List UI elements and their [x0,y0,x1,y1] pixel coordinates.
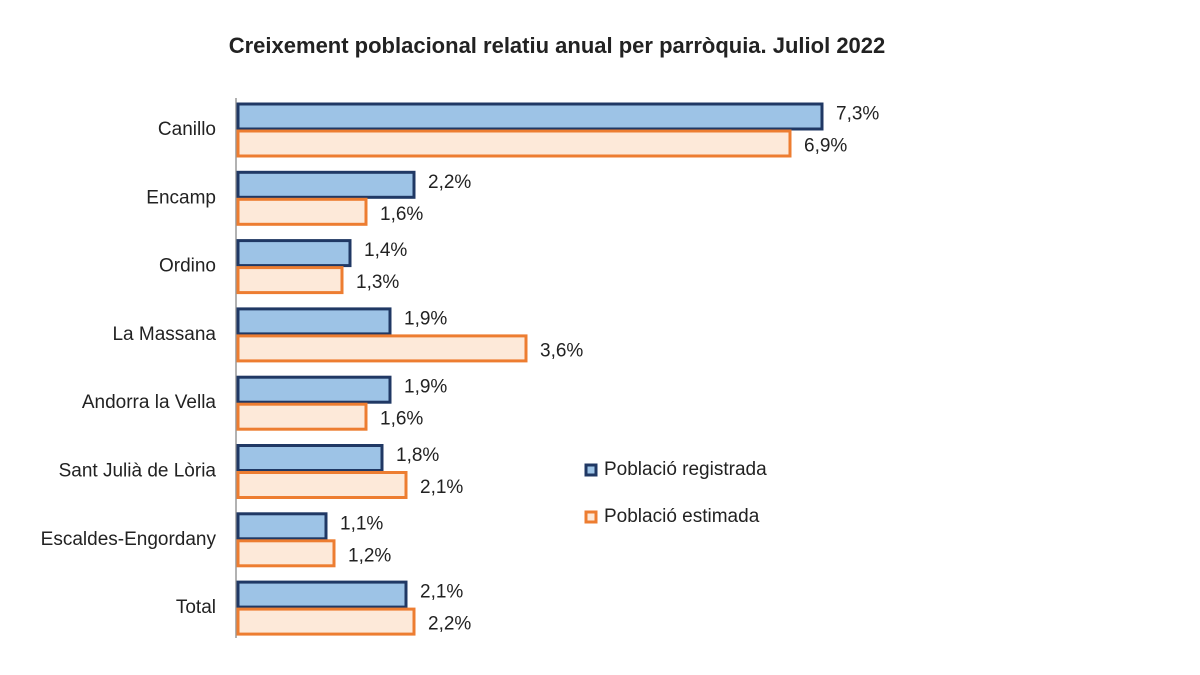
value-label: 6,9% [804,136,847,157]
bar [236,512,328,541]
y-tick-label: Sant Julià de Lòria [59,461,217,482]
value-label: 3,6% [540,340,583,361]
value-label: 1,9% [404,377,447,398]
legend-label: Població estimada [604,506,760,527]
bar [236,197,368,226]
bar [236,444,384,472]
value-label: 1,3% [356,272,399,293]
y-tick-label: La Massana [112,324,216,345]
bar [236,334,528,363]
value-label: 1,6% [380,409,423,430]
bar [236,580,408,609]
bar [236,471,408,499]
bar [236,102,824,131]
value-label: 1,8% [396,445,439,466]
bar [236,239,352,268]
bar [236,539,336,568]
value-label: 1,2% [348,545,391,566]
y-tick-label: Encamp [146,187,216,208]
value-label: 2,2% [428,614,471,635]
bar [236,170,416,199]
value-label: 1,6% [380,204,423,225]
bar [236,607,416,636]
y-tick-label: Total [176,597,216,618]
value-label: 1,1% [340,513,383,534]
y-tick-label: Andorra la Vella [82,392,217,413]
value-label: 2,2% [428,172,471,193]
value-label: 1,9% [404,308,447,329]
bar [236,402,368,431]
value-label: 2,1% [420,582,463,603]
y-tick-label: Ordino [159,256,216,277]
value-label: 1,4% [364,240,407,261]
value-label: 7,3% [836,104,879,125]
bar [236,266,344,295]
bar [236,307,392,336]
value-label: 2,1% [420,477,463,498]
y-tick-label: Canillo [158,119,216,140]
legend-swatch [584,463,598,477]
legend-swatch [584,510,598,524]
y-tick-label: Escaldes-Engordany [41,529,217,550]
legend-label: Població registrada [604,459,767,480]
chart-title: Creixement poblacional relatiu anual per… [229,33,886,58]
bar [236,375,392,404]
bar [236,129,792,158]
